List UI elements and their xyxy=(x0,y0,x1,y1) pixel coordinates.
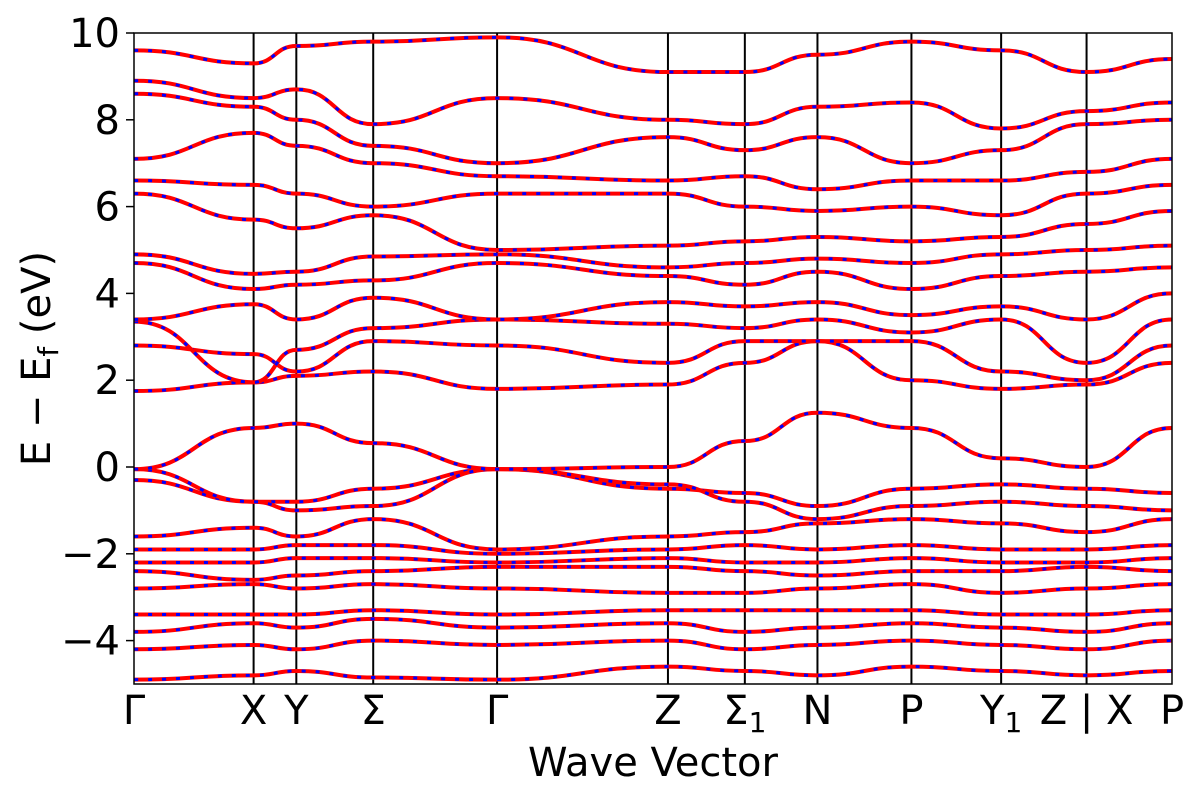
band-line xyxy=(134,517,1172,552)
band-line xyxy=(134,243,1172,276)
band-line xyxy=(134,91,1172,166)
band-line-dashed xyxy=(134,339,1172,382)
band-line-dashed xyxy=(134,411,1172,471)
band-line-dashed xyxy=(134,35,1172,74)
band-line-dashed xyxy=(134,291,1172,321)
band-line-dashed xyxy=(134,565,1172,582)
y-tick-label: 2 xyxy=(95,358,120,404)
x-tick-label: Y1 xyxy=(979,688,1022,739)
y-tick-label: 4 xyxy=(95,271,120,317)
band-line xyxy=(134,191,1172,253)
band-line-dashed xyxy=(134,665,1172,682)
x-tick-label: Σ xyxy=(361,688,386,734)
x-tick-label: N xyxy=(802,688,832,734)
band-line xyxy=(134,564,1172,582)
band-lines xyxy=(134,35,1172,682)
band-line-dashed xyxy=(134,131,1172,191)
plot-frame xyxy=(133,32,1173,685)
y-axis-title-unit: (eV) xyxy=(14,251,60,347)
x-tick-label: X xyxy=(240,688,267,734)
band-line-dashed xyxy=(134,244,1172,276)
x-tick-label: Γ xyxy=(123,688,146,734)
y-axis-title: E − Ef (eV) xyxy=(14,251,65,466)
band-line xyxy=(134,130,1172,192)
y-axis-title-main: E − E xyxy=(14,357,60,467)
high-symmetry-lines xyxy=(252,33,1088,684)
band-line xyxy=(134,543,1172,556)
x-axis-title: Wave Vector xyxy=(528,740,779,786)
x-axis-ticks: Γ X Y Σ Γ Z Σ1 N P Y1 Z | X P xyxy=(123,688,1184,739)
y-tick-label: 10 xyxy=(69,11,120,57)
x-tick-label: Γ xyxy=(486,688,509,734)
band-line xyxy=(134,339,1172,394)
band-line-dashed xyxy=(134,79,1172,130)
band-line-dashed xyxy=(134,639,1172,651)
y-axis-title-subscript: f xyxy=(32,346,65,357)
band-line xyxy=(134,616,1172,634)
x-tick-label: Z xyxy=(654,688,681,734)
band-line xyxy=(134,467,1172,509)
y-tick-label: −4 xyxy=(61,619,120,665)
x-tick-label: Z | X xyxy=(1040,688,1134,734)
band-line-dashed xyxy=(134,261,1172,291)
band-line xyxy=(134,664,1172,682)
x-tick-label: Σ1 xyxy=(723,688,766,739)
band-line xyxy=(134,178,1172,218)
band-line-dashed xyxy=(134,543,1172,556)
band-line-dashed xyxy=(134,317,1172,384)
band-line-dashed xyxy=(134,179,1172,217)
band-line xyxy=(134,35,1172,75)
band-line-dashed xyxy=(134,192,1172,252)
band-line xyxy=(134,608,1172,617)
band-line xyxy=(134,291,1172,322)
y-tick-label: 6 xyxy=(95,185,120,231)
x-tick-label: P xyxy=(1160,688,1184,734)
y-tick-label: 8 xyxy=(95,98,120,144)
band-line-dashed xyxy=(134,608,1172,617)
y-axis-ticks: −4 −2 0 2 4 6 8 10 xyxy=(61,11,134,665)
x-tick-label: P xyxy=(899,688,923,734)
x-tick-label: Y xyxy=(283,688,309,734)
band-line xyxy=(134,556,1172,565)
band-line xyxy=(134,410,1172,472)
band-line xyxy=(134,467,1172,522)
band-line-dashed xyxy=(134,582,1172,595)
y-tick-label: 0 xyxy=(95,445,120,491)
y-tick-label: −2 xyxy=(61,532,120,578)
